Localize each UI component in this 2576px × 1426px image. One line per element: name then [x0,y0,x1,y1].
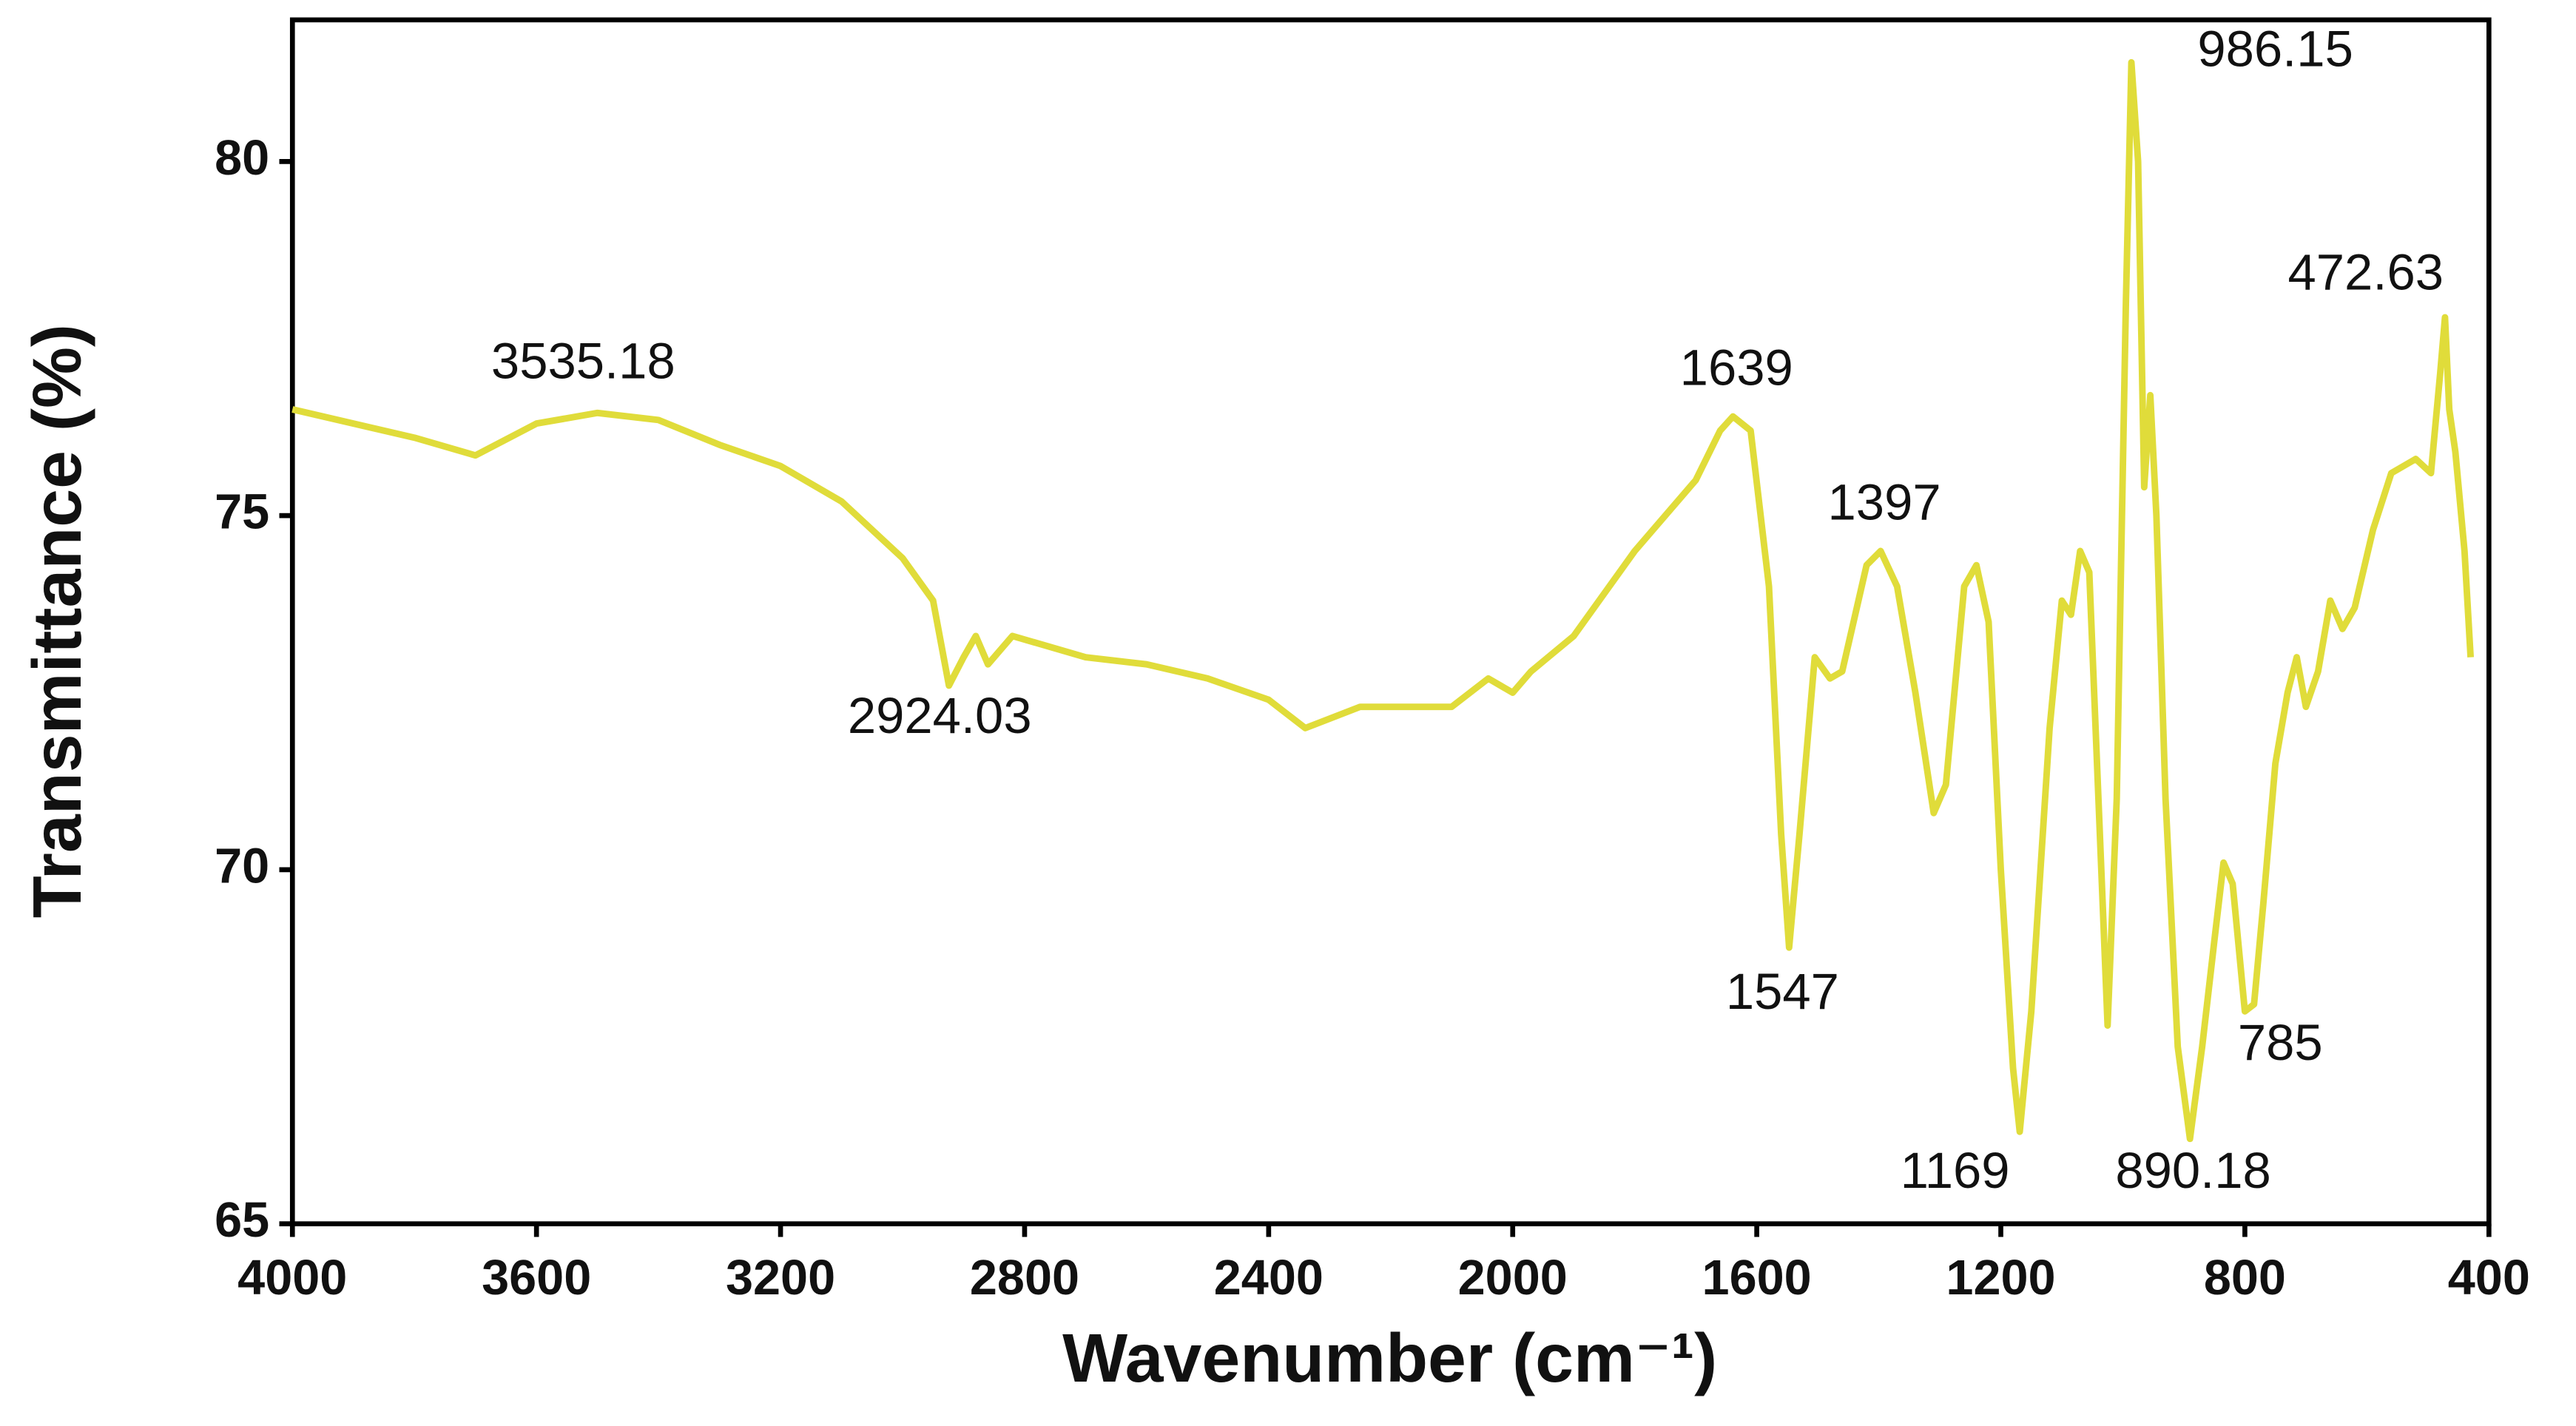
peak-annotation: 986.15 [2197,20,2353,77]
peak-annotation: 3535.18 [491,332,675,389]
x-tick-label: 2800 [970,1251,1079,1305]
y-tick-label: 75 [215,485,269,540]
peak-annotation: 472.63 [2287,243,2444,300]
peak-annotation: 1639 [1680,339,1793,396]
x-tick-label: 4000 [237,1251,347,1305]
x-tick-label: 2400 [1214,1251,1324,1305]
y-tick-label: 65 [215,1193,269,1248]
peak-annotation: 785 [2238,1014,2323,1071]
x-tick-label: 400 [2448,1251,2530,1305]
spectrum-line [291,58,2475,1143]
x-tick-label: 800 [2204,1251,2286,1305]
plot-frame [289,17,2492,1226]
peak-annotation: 2924.03 [848,687,1032,744]
y-tick-label: 80 [215,131,269,186]
peak-annotation: 1397 [1828,473,1941,530]
x-tick-label: 1200 [1946,1251,2055,1305]
peak-annotation: 1547 [1726,963,1839,1020]
x-tick-label: 3600 [482,1251,591,1305]
x-axis-title: Wavenumber (cm⁻¹) [1062,1319,1717,1396]
x-tick-label: 2000 [1458,1251,1568,1305]
x-tick-label: 1600 [1702,1251,1812,1305]
peak-annotation: 890.18 [2115,1142,2271,1199]
peak-annotation: 1169 [1901,1142,2010,1199]
y-axis-title: Transmittance (%) [18,324,95,918]
y-tick-label: 70 [215,839,269,893]
x-tick-label: 3200 [726,1251,835,1305]
